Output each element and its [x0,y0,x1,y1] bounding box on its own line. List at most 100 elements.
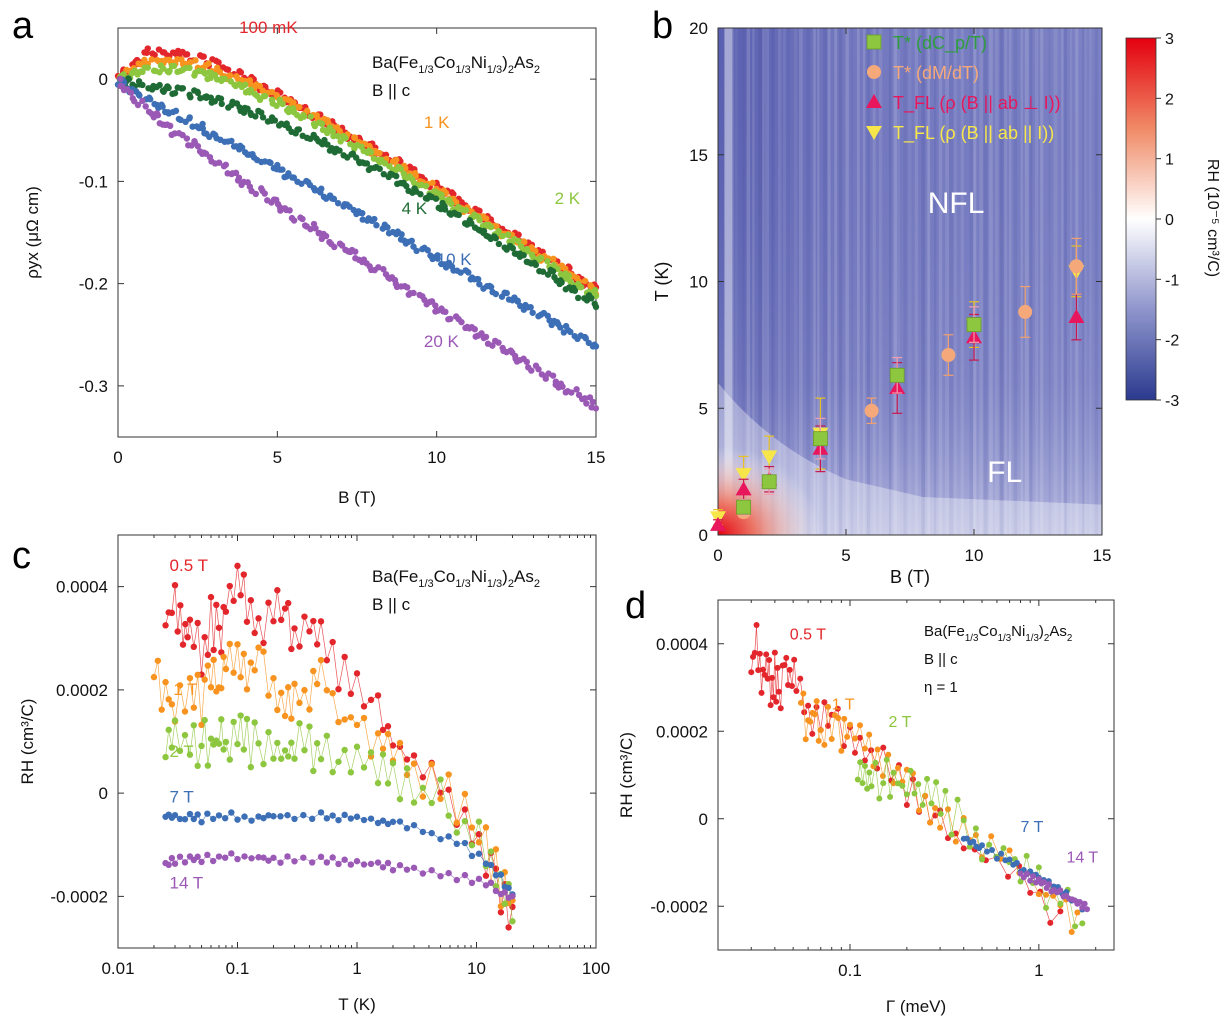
panel-d-ytick-label: 0 [699,810,708,829]
panel-a-data-point [203,94,210,101]
panel-a-data-point [432,195,440,202]
panel-a-series-label: 100 mK [239,18,298,37]
panel-a-data-point [285,105,292,112]
panel-d-data-point [866,731,873,738]
panel-a-data-point [290,174,298,181]
panel-c-data-point [186,751,194,758]
panel-c-data-point [165,696,172,703]
panel-d-data-point [753,622,760,629]
panel-d-data-point [774,664,781,671]
panel-c-series-14-T [162,850,516,901]
panel-a-data-point [205,60,212,67]
panel-a-data-point [170,62,178,70]
panel-c-data-point [274,706,281,714]
panel-d-data-point [922,792,929,799]
panel-a-data-point [586,394,594,401]
panel-d-data-point [868,783,875,790]
panel-c-data-point [410,864,418,871]
panel-c-data-point [461,817,469,825]
panel-b-heatmap-streak [752,28,755,535]
panel-a-data-point [134,101,142,109]
panel-c-data-point [410,799,418,806]
panel-b-legend-marker [866,34,882,50]
panel-b-region-label: FL [987,456,1022,489]
panel-c-data-point [461,790,469,798]
panel-b-heatmap-streak [758,28,762,535]
panel-a-data-point [324,141,331,148]
panel-c-data-point [379,726,387,734]
panel-b-heatmap-streak [806,28,811,535]
panel-c-data-point [255,813,262,820]
panel-b-heatmap-streak [834,28,838,535]
panel-c-data-point [181,731,189,739]
panel-d-data-point [857,759,864,766]
panel-d-data-point [903,802,910,809]
panel-d-xtick-label: 1 [1034,961,1043,980]
panel-b-heatmap-streak [823,28,828,535]
panel-c-data-point [428,866,435,874]
panel-c-ytick-label: -0.0002 [50,887,108,906]
panel-c-data-point [445,771,452,778]
panel-a-data-point [495,339,502,346]
panel-b-legend-label: T* (dM/dT) [893,63,979,83]
panel-c-data-point [270,854,277,861]
panel-c-data-point [234,562,241,570]
panel-a-data-point [397,165,404,173]
panel-d-data-point [769,674,776,681]
panel-c-data-point [410,821,418,829]
panel-c-data-point [453,876,460,884]
panel-d-data-point [1013,859,1020,866]
panel-c-data-point [445,812,452,819]
panel-d-data-point [1084,906,1091,913]
panel-a-data-point [246,77,254,84]
panel-c-data-point [509,892,516,900]
panel-b-heatmap-streak [1083,28,1087,535]
panel-c-data-point [204,851,211,859]
panel-a-data-point [474,275,482,283]
panel-c-data-point [461,839,469,847]
panel-c-data-point [335,758,342,765]
panel-a-data-point [468,220,475,227]
panel-c-data-point [437,776,444,783]
panel-d-data-point [1057,887,1064,894]
panel-a-data-point [589,398,597,406]
panel-a-data-point [544,257,551,265]
panel-d-data-point [811,711,818,718]
panel-c-data-point [347,861,355,868]
panel-c-ytick-label: 0.0004 [56,578,108,597]
panel-a-data-point [331,243,338,251]
panel-c-data-point [437,872,444,880]
panel-c-data-point [482,872,490,879]
panel-c-data-point [367,696,375,704]
panel-a-data-point [330,195,338,203]
panel-a-data-point [274,161,281,169]
panel-a-data-point [317,189,324,196]
panel-c-data-point [270,755,277,762]
panel-c-data-point [277,616,285,624]
panel-c-data-point [251,629,258,637]
panel-d-data-point [1035,864,1042,871]
panel-c-data-point [281,712,289,720]
panel-b-heatmap-streak [777,28,782,535]
panel-b-data-marker [736,499,751,515]
panel-a-data-point [256,82,264,90]
panel-label-c: c [12,535,31,577]
panel-c-data-point [341,856,348,863]
panel-d-data-point [1076,898,1083,905]
panel-a-data-point [371,215,378,223]
panel-a-data-point [224,66,232,73]
panel-b-heatmap-streak [1053,28,1058,535]
panel-d-data-point [937,824,944,831]
panel-a-data-point [179,131,186,139]
panel-d-series-label: 0.5 T [790,626,826,643]
panel-d-data-point [864,785,871,792]
panel-a-data-point [307,113,314,120]
panel-b-colorbar-tick-label: -3 [1165,393,1179,410]
panel-d-data-point [800,690,807,697]
panel-d-data-point [807,718,814,725]
panel-d-data-point [766,656,773,663]
panel-c-data-point [317,853,325,861]
panel-d-data-point [979,842,985,849]
panel-d-annotation-line: η = 1 [924,679,958,696]
panel-b-heatmap-streak [771,28,775,535]
